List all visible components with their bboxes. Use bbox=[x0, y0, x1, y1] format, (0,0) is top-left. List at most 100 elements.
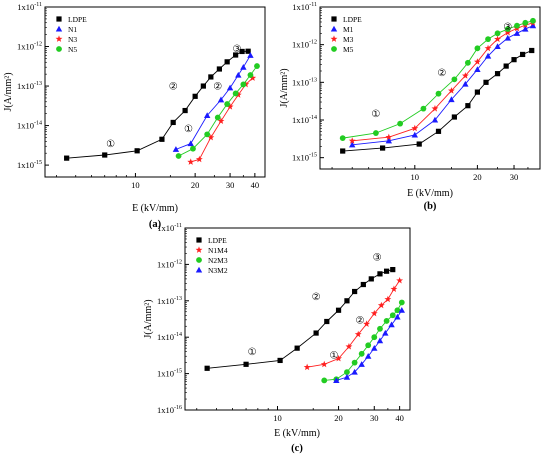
x-axis-label: E (kV/mm) bbox=[407, 188, 453, 199]
region-annotation: ② bbox=[437, 68, 446, 79]
y-tick-exponent: -14 bbox=[174, 332, 182, 338]
data-point-n1 bbox=[172, 146, 180, 152]
data-point-ldpe bbox=[390, 266, 396, 273]
data-point-m5 bbox=[494, 30, 501, 37]
y-tick-label: 1x10-14 bbox=[292, 115, 317, 125]
data-point-n5 bbox=[247, 72, 254, 78]
data-point-m3 bbox=[348, 137, 356, 144]
legend-marker-n3m2 bbox=[195, 266, 203, 273]
legend-label-n2m3: N2M3 bbox=[208, 256, 228, 265]
legend-label-n1m4: N1M4 bbox=[208, 246, 228, 255]
data-point-ldpe bbox=[134, 148, 140, 154]
data-point-m1 bbox=[494, 43, 501, 49]
y-tick-exponent: -11 bbox=[309, 2, 317, 8]
legend-marker-n2m3 bbox=[196, 257, 202, 263]
data-point-ldpe bbox=[239, 48, 245, 55]
data-point-n5 bbox=[224, 101, 231, 107]
data-point-n3m2 bbox=[351, 368, 358, 375]
data-point-n5 bbox=[204, 131, 211, 138]
x-axis-label: E (kV/mm) bbox=[274, 428, 320, 439]
region-annotation: ② bbox=[169, 82, 178, 93]
data-point-n1m4 bbox=[320, 360, 328, 368]
data-point-n5 bbox=[190, 145, 196, 152]
y-tick-base: 1x10 bbox=[17, 160, 34, 170]
data-point-n3 bbox=[195, 155, 203, 163]
panel-label: (b) bbox=[424, 201, 437, 212]
data-point-ldpe bbox=[503, 63, 509, 69]
data-point-ldpe bbox=[340, 148, 346, 154]
x-tick-label: 30 bbox=[370, 413, 379, 423]
y-tick-base: 1x10 bbox=[292, 40, 309, 50]
data-point-ldpe bbox=[377, 271, 383, 277]
data-point-n3m2 bbox=[371, 344, 378, 351]
data-point-n3m2 bbox=[364, 353, 372, 359]
legend-label-m3: M3 bbox=[343, 35, 354, 44]
y-tick-label: 1x10-12 bbox=[292, 40, 317, 50]
data-point-ldpe bbox=[451, 114, 457, 120]
y-tick-label: 1x10-11 bbox=[17, 2, 42, 12]
panel-label: (c) bbox=[291, 443, 303, 454]
data-point-ldpe bbox=[233, 52, 239, 58]
data-point-n3 bbox=[187, 158, 195, 165]
x-tick-label: 10 bbox=[131, 180, 140, 190]
data-point-n1m4 bbox=[303, 363, 311, 371]
axis-ticks: 10 20 30 401x10-161x10-151x10-141x10-131x10… bbox=[157, 223, 411, 423]
data-point-ldpe bbox=[335, 307, 342, 313]
data-point-n5 bbox=[232, 90, 239, 97]
legend-label-n5: N5 bbox=[68, 45, 77, 54]
legend-marker-m3 bbox=[330, 35, 338, 42]
data-point-ldpe bbox=[529, 47, 535, 54]
data-point-n2m3 bbox=[389, 312, 396, 319]
data-point-ldpe bbox=[204, 365, 210, 371]
data-point-m3 bbox=[494, 35, 501, 43]
data-point-n1m4 bbox=[390, 285, 398, 292]
y-tick-label: 1x10-12 bbox=[157, 259, 182, 269]
y-tick-label: 1x10-14 bbox=[157, 332, 182, 342]
x-tick-label: 30 bbox=[510, 172, 519, 182]
x-tick-label: 40 bbox=[395, 413, 404, 423]
plot-frame bbox=[184, 227, 411, 411]
legend-marker-n1 bbox=[55, 25, 63, 32]
data-point-n3m2 bbox=[333, 377, 340, 383]
data-point-n1m4 bbox=[363, 320, 371, 327]
plot-frame bbox=[44, 6, 266, 178]
data-point-n2m3 bbox=[383, 318, 390, 324]
y-tick-base: 1x10 bbox=[292, 115, 309, 125]
data-point-n3m2 bbox=[398, 307, 405, 313]
data-marks bbox=[64, 48, 260, 165]
data-point-n2m3 bbox=[398, 299, 405, 306]
y-tick-label: 1x10-14 bbox=[17, 121, 42, 131]
x-tick-label: 10 bbox=[411, 172, 420, 182]
y-tick-exponent: -13 bbox=[309, 77, 317, 83]
data-point-m5 bbox=[464, 59, 471, 66]
region-annotation: ① bbox=[248, 347, 257, 358]
y-tick-exponent: -15 bbox=[34, 160, 42, 166]
data-point-n2m3 bbox=[351, 359, 358, 366]
panel-label: (a) bbox=[149, 219, 162, 230]
data-point-n1m4 bbox=[335, 354, 342, 362]
data-point-ldpe bbox=[245, 48, 251, 54]
y-tick-exponent: -13 bbox=[174, 296, 182, 302]
x-tick-label: 10 bbox=[273, 413, 282, 423]
data-point-m1 bbox=[431, 116, 439, 123]
data-point-m3 bbox=[431, 105, 439, 112]
data-point-m3 bbox=[385, 133, 393, 141]
data-point-ldpe bbox=[344, 298, 350, 304]
legend-marker-m1 bbox=[330, 25, 338, 32]
data-point-m1 bbox=[522, 25, 529, 32]
y-tick-base: 1x10 bbox=[157, 296, 174, 306]
region-annotation: ③ bbox=[232, 44, 241, 55]
data-point-n1m4 bbox=[384, 295, 392, 303]
x-tick-label: 20 bbox=[334, 413, 343, 423]
data-point-n3m2 bbox=[376, 337, 384, 344]
y-tick-exponent: -15 bbox=[309, 153, 317, 159]
legend-label-n1: N1 bbox=[68, 25, 77, 34]
data-point-n1m4 bbox=[370, 309, 378, 317]
series-line-ldpe bbox=[342, 50, 532, 152]
legend-label-m1: M1 bbox=[343, 25, 354, 34]
y-tick-base: 1x10 bbox=[17, 81, 34, 91]
data-point-ldpe bbox=[64, 155, 70, 161]
y-tick-base: 1x10 bbox=[157, 259, 174, 269]
